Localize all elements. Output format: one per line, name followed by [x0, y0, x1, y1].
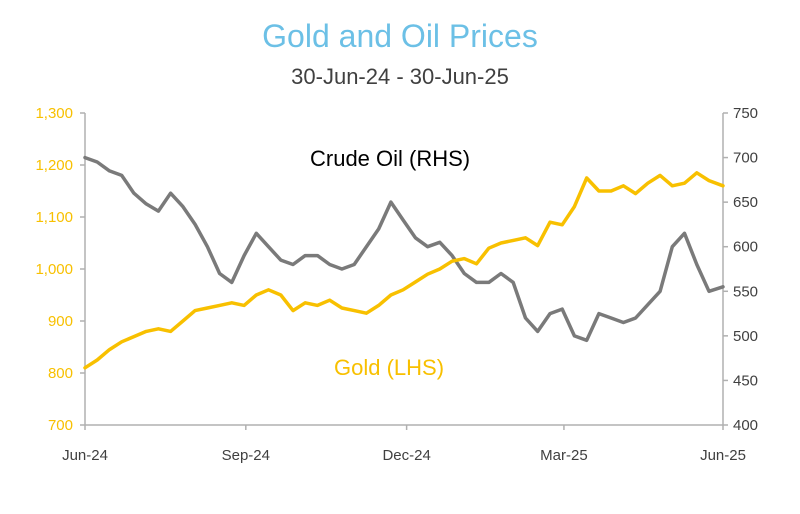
- left-tick-label: 900: [48, 313, 73, 330]
- right-tick-label: 600: [733, 239, 758, 256]
- right-tick-label: 700: [733, 150, 758, 167]
- left-tick-label: 1,100: [35, 209, 73, 226]
- right-tick-label: 550: [733, 283, 758, 300]
- x-axis-ticks: Jun-24 Sep-24 Dec-24 Mar-25 Jun-25: [62, 425, 746, 464]
- x-tick-label: Sep-24: [222, 447, 270, 464]
- left-tick-label: 700: [48, 417, 73, 434]
- x-tick-label: Jun-24: [62, 447, 108, 464]
- x-tick-label: Jun-25: [700, 447, 746, 464]
- series-line-gold: [83, 171, 725, 370]
- left-tick-label: 800: [48, 365, 73, 382]
- right-tick-label: 650: [733, 194, 758, 211]
- x-tick-label: Dec-24: [382, 447, 430, 464]
- right-tick-label: 750: [733, 105, 758, 122]
- chart-subtitle: 30-Jun-24 - 30-Jun-25: [291, 64, 509, 89]
- chart-title: Gold and Oil Prices: [262, 18, 538, 54]
- left-tick-label: 1,300: [35, 105, 73, 122]
- right-tick-label: 400: [733, 417, 758, 434]
- gold-annotation: Gold (LHS): [334, 355, 444, 380]
- series-line-crude-oil: [83, 155, 725, 343]
- right-tick-label: 450: [733, 372, 758, 389]
- x-tick-label: Mar-25: [540, 447, 588, 464]
- left-tick-label: 1,200: [35, 157, 73, 174]
- right-tick-label: 500: [733, 328, 758, 345]
- left-tick-label: 1,000: [35, 261, 73, 278]
- oil-annotation: Crude Oil (RHS): [310, 146, 470, 171]
- left-axis-ticks: 700 800 900 1,000 1,100 1,200 1,300: [35, 105, 85, 434]
- right-axis-ticks: 400 450 500 550 600 650 700 750: [723, 105, 758, 434]
